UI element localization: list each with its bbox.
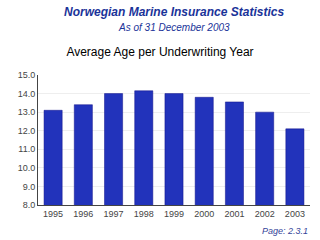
svg-text:1995: 1995: [43, 209, 63, 219]
svg-text:11.0: 11.0: [18, 144, 35, 154]
svg-text:Norwegian Marine Insurance Sta: Norwegian Marine Insurance Statistics: [64, 5, 284, 19]
svg-text:2001: 2001: [224, 209, 244, 219]
svg-text:2003: 2003: [285, 209, 305, 219]
svg-text:15.0: 15.0: [18, 70, 36, 80]
svg-text:10.0: 10.0: [18, 163, 36, 173]
svg-text:2002: 2002: [255, 209, 275, 219]
svg-text:12.0: 12.0: [18, 126, 36, 136]
svg-text:8.0: 8.0: [23, 200, 36, 210]
svg-text:14.0: 14.0: [18, 89, 36, 99]
svg-text:As of 31 December 2003: As of 31 December 2003: [118, 22, 230, 33]
svg-text:1997: 1997: [104, 209, 124, 219]
svg-text:2000: 2000: [194, 209, 214, 219]
svg-text:1996: 1996: [73, 209, 93, 219]
svg-text:9.0: 9.0: [23, 182, 36, 192]
svg-text:1999: 1999: [164, 209, 184, 219]
svg-text:13.0: 13.0: [18, 107, 36, 117]
svg-text:1998: 1998: [134, 209, 154, 219]
svg-text:Average Age per Underwriting Y: Average Age per Underwriting Year: [66, 45, 253, 59]
svg-text:Page: 2.3.1: Page: 2.3.1: [262, 226, 308, 236]
